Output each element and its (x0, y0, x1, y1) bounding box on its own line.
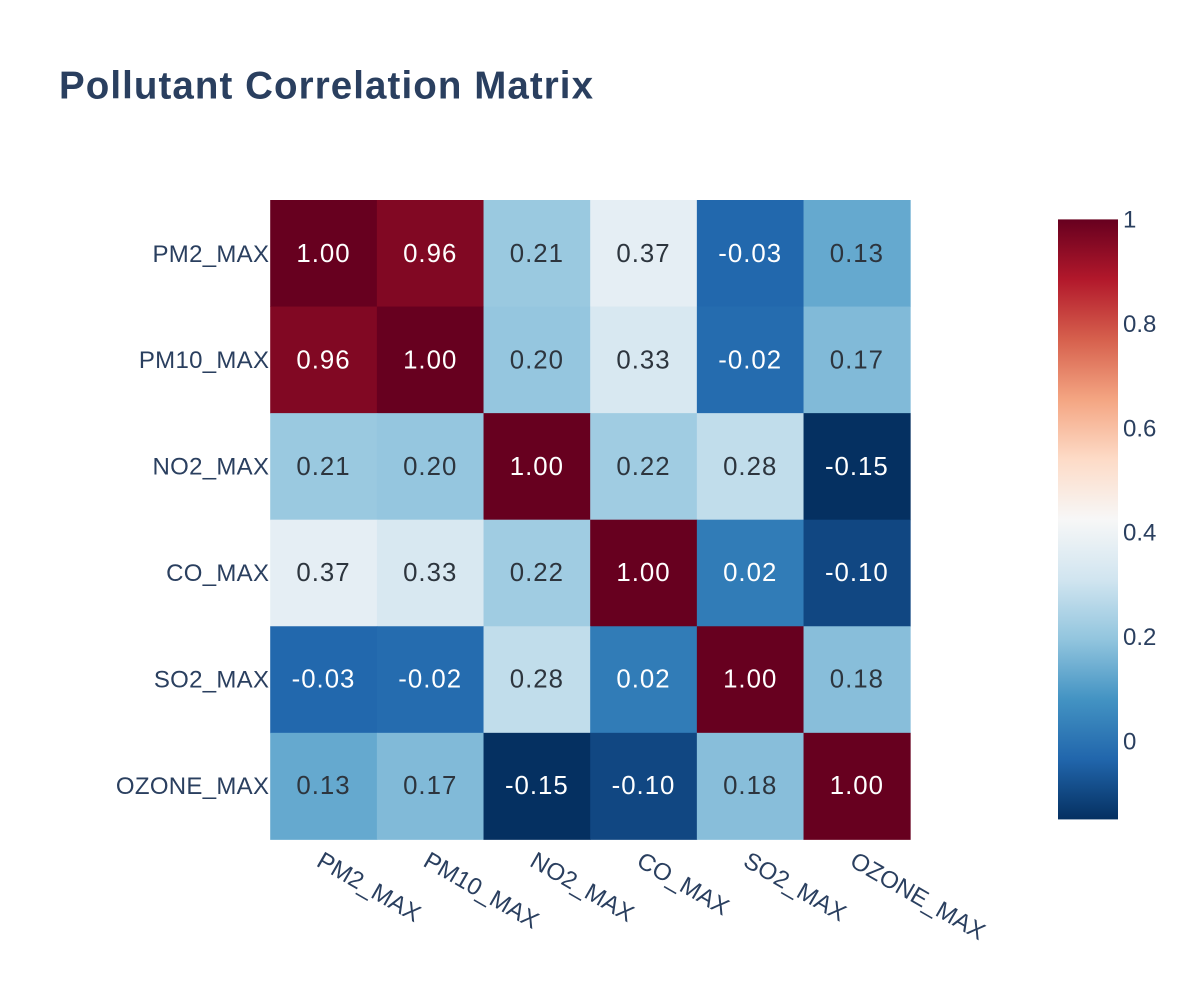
svg-text:OZONE_MAX: OZONE_MAX (116, 773, 269, 800)
svg-text:0.22: 0.22 (616, 453, 670, 481)
svg-text:1.00: 1.00 (510, 453, 564, 481)
svg-text:0.37: 0.37 (296, 559, 350, 587)
svg-text:PM10_MAX: PM10_MAX (139, 347, 269, 374)
svg-text:1.00: 1.00 (616, 559, 670, 587)
svg-text:0.4: 0.4 (1123, 520, 1156, 547)
svg-text:CO_MAX: CO_MAX (166, 560, 269, 587)
svg-text:0.6: 0.6 (1123, 415, 1156, 442)
svg-text:1.00: 1.00 (403, 346, 457, 374)
svg-text:1: 1 (1123, 207, 1136, 234)
svg-text:0.33: 0.33 (403, 559, 457, 587)
svg-text:-0.15: -0.15 (505, 772, 569, 800)
svg-text:0.21: 0.21 (296, 453, 350, 481)
svg-text:0.37: 0.37 (616, 240, 670, 268)
svg-text:0.28: 0.28 (510, 666, 564, 694)
svg-text:-0.03: -0.03 (718, 240, 782, 268)
svg-text:0.2: 0.2 (1123, 624, 1156, 651)
svg-text:-0.10: -0.10 (612, 772, 676, 800)
svg-text:0.18: 0.18 (723, 772, 777, 800)
svg-text:PM2_MAX: PM2_MAX (152, 241, 269, 268)
svg-text:0.28: 0.28 (723, 453, 777, 481)
svg-text:-0.02: -0.02 (718, 346, 782, 374)
svg-text:0.33: 0.33 (616, 346, 670, 374)
svg-text:0.21: 0.21 (510, 240, 564, 268)
svg-text:0: 0 (1123, 728, 1136, 755)
svg-text:NO2_MAX: NO2_MAX (152, 454, 269, 481)
svg-text:0.8: 0.8 (1123, 311, 1156, 338)
svg-text:0.17: 0.17 (830, 346, 884, 374)
svg-text:0.13: 0.13 (830, 240, 884, 268)
svg-text:0.02: 0.02 (723, 559, 777, 587)
svg-text:0.20: 0.20 (403, 453, 457, 481)
svg-text:-0.02: -0.02 (398, 666, 462, 694)
svg-text:0.96: 0.96 (296, 346, 350, 374)
svg-text:0.13: 0.13 (296, 772, 350, 800)
svg-text:-0.10: -0.10 (825, 559, 889, 587)
svg-text:0.96: 0.96 (403, 240, 457, 268)
svg-text:0.22: 0.22 (510, 559, 564, 587)
svg-text:0.18: 0.18 (830, 666, 884, 694)
svg-text:0.02: 0.02 (616, 666, 670, 694)
svg-text:1.00: 1.00 (830, 772, 884, 800)
svg-text:1.00: 1.00 (296, 240, 350, 268)
svg-text:-0.15: -0.15 (825, 453, 889, 481)
svg-text:Pollutant Correlation Matrix: Pollutant Correlation Matrix (59, 65, 594, 108)
svg-text:0.17: 0.17 (403, 772, 457, 800)
svg-text:0.20: 0.20 (510, 346, 564, 374)
svg-text:1.00: 1.00 (723, 666, 777, 694)
svg-text:SO2_MAX: SO2_MAX (154, 666, 269, 693)
svg-text:-0.03: -0.03 (292, 666, 356, 694)
